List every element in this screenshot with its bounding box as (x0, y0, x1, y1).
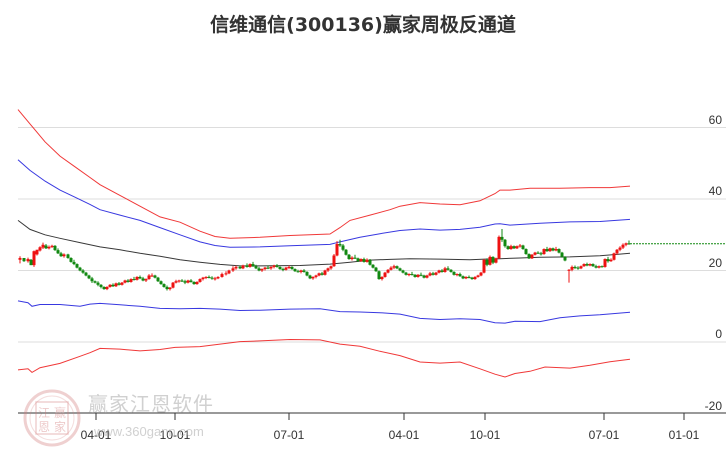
svg-text:江: 江 (38, 406, 50, 420)
y-tick-label: -20 (704, 398, 722, 413)
candlesticks (18, 229, 631, 291)
lower-inner-line (17, 300, 631, 324)
middle-line (17, 219, 631, 267)
x-tick-label: 10-01 (159, 428, 191, 442)
x-tick-label: 07-01 (273, 428, 305, 442)
watermark-seal-icon: 江 赢 恩 家 (23, 389, 81, 447)
y-tick-label: 20 (708, 255, 722, 270)
svg-text:家: 家 (54, 419, 66, 434)
svg-text:赢: 赢 (54, 405, 66, 420)
gridlines (18, 127, 726, 343)
svg-text:恩: 恩 (38, 420, 50, 434)
x-tick-label: 10-01 (469, 428, 501, 442)
watermark-url: www.360gann.com (94, 424, 204, 439)
x-tick-label: 01-01 (668, 428, 700, 442)
chart-title: 信维通信(300136)赢家周极反通道 (210, 14, 516, 36)
channel-lines (17, 109, 631, 378)
x-tick-label: 04-01 (80, 428, 112, 442)
x-axis (18, 412, 726, 420)
upper-inner-line (17, 159, 631, 248)
x-tick-label: 07-01 (588, 428, 620, 442)
y-tick-label: 0 (715, 327, 722, 341)
y-tick-label: 40 (708, 184, 722, 198)
upper-outer-line (17, 109, 631, 239)
x-tick-label: 04-01 (388, 428, 420, 442)
watermark-brand: 赢家江恩软件 (88, 392, 214, 416)
y-tick-label: 60 (708, 112, 722, 127)
lower-outer-line (17, 338, 631, 378)
